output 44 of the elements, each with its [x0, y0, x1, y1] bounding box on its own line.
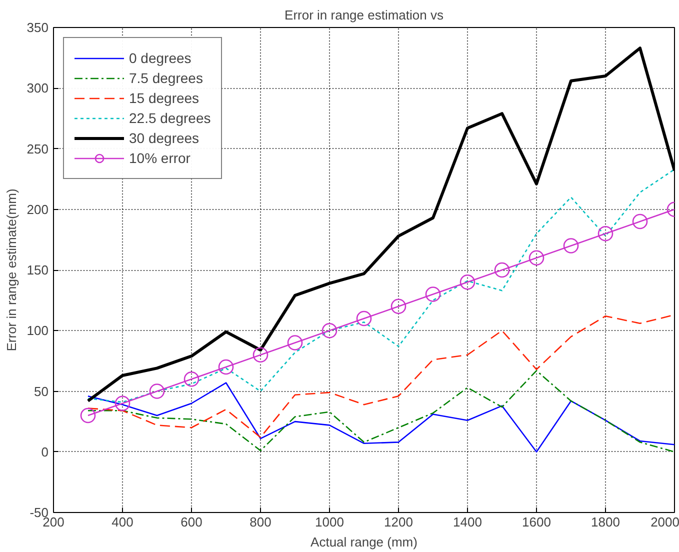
point: [460, 274, 476, 290]
point: [632, 214, 648, 230]
point: [149, 384, 165, 399]
y-tick-label: 150: [26, 262, 49, 278]
point: [528, 250, 544, 266]
x-tick-label: 1200: [384, 514, 413, 530]
y-tick-label: 50: [34, 384, 49, 399]
y-axis-title: Error in range estimate(mm): [4, 188, 19, 352]
legend-label: 30 degrees: [129, 129, 200, 147]
legend-label: 0 degrees: [129, 49, 192, 67]
point: [425, 286, 441, 302]
point: [287, 335, 303, 350]
legend-label: 10% error: [129, 149, 190, 167]
legend-label: 22.5 degrees: [129, 109, 211, 127]
point: [356, 310, 372, 326]
point: [390, 298, 406, 314]
point: [563, 238, 579, 254]
point: [252, 347, 268, 363]
legend-label: 7.5 degrees: [129, 69, 203, 87]
point: [218, 359, 234, 375]
x-tick-label: 600: [180, 514, 202, 530]
y-tick-label: 100: [26, 323, 49, 338]
x-axis-title: Actual range (mm): [310, 534, 418, 550]
point: [598, 226, 614, 242]
x-tick-label: 1000: [315, 514, 344, 530]
point: [494, 262, 510, 278]
chart-title: Error in range estimation vs: [284, 8, 444, 22]
y-tick-label: 250: [26, 141, 49, 156]
x-tick-label: 2000: [650, 514, 679, 530]
x-tick-label: 1600: [522, 514, 551, 530]
x-tick-label: 1800: [591, 514, 620, 530]
x-tick-label: 800: [250, 514, 272, 530]
y-tick-label: 300: [26, 80, 49, 96]
point: [184, 371, 200, 387]
point: [322, 322, 338, 338]
point: [114, 396, 130, 412]
x-tick-label: 1400: [453, 514, 482, 530]
y-tick-label: 350: [26, 20, 49, 35]
y-tick-label: 0: [41, 444, 49, 460]
line-series: [87, 168, 674, 403]
x-tick-label: 400: [112, 514, 134, 530]
legend-label: 15 degrees: [129, 89, 200, 107]
point: [80, 408, 96, 424]
y-tick-label: 200: [26, 202, 49, 217]
